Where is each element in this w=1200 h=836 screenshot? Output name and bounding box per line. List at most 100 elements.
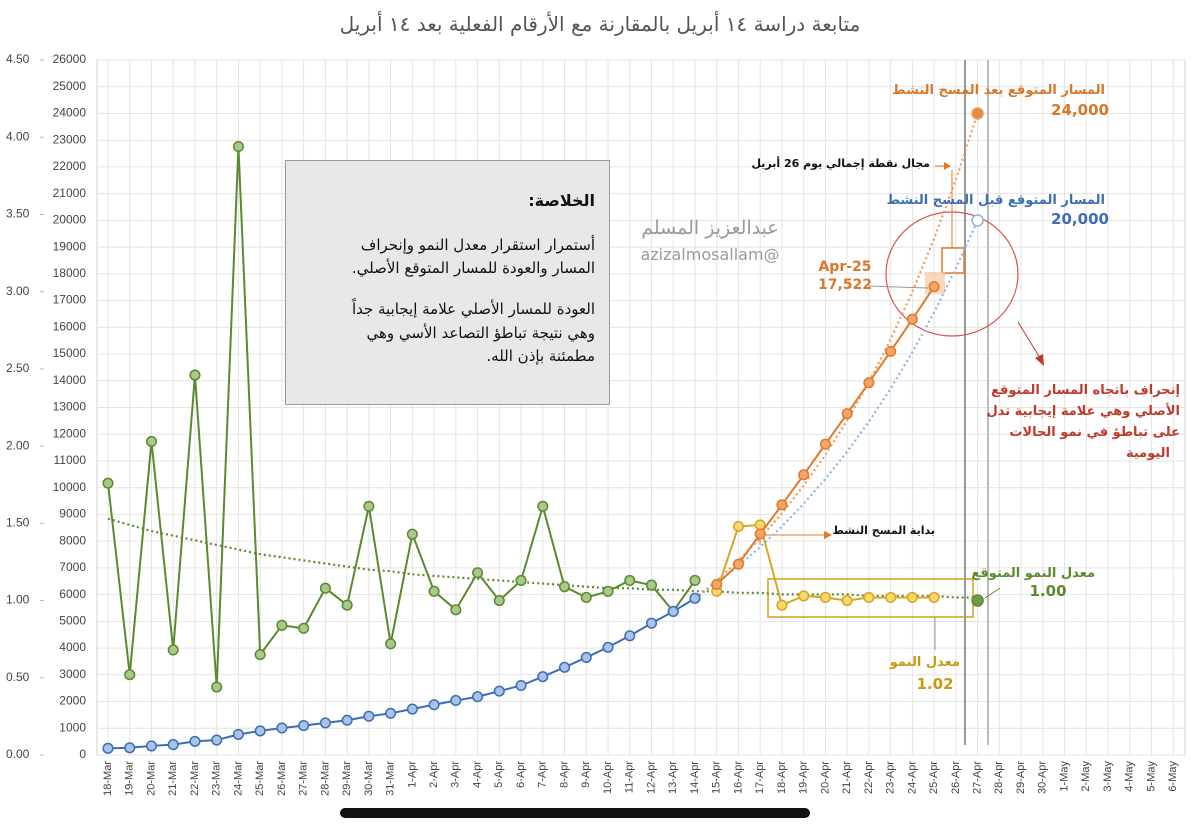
point [819,438,831,450]
annotation: المسار المتوقع قبل المسح النشط [886,192,1105,208]
point [211,681,223,693]
y-tick-label: 12000 [53,426,87,440]
series-line [107,597,696,750]
point [798,590,810,602]
point [971,107,984,120]
point [472,567,484,579]
annotation: اليومية [1125,445,1170,461]
y-tick-label: 25000 [53,79,87,93]
y2-tick-label: 4.00 [6,129,30,143]
y-tick-label: 14000 [53,373,87,387]
summary-box: الخلاصة: أستمرار استقرار معدل النمو وإنح… [285,160,610,405]
annotation: 24,000 [1051,100,1109,119]
x-tick-label: 4-May [1124,761,1136,792]
point [624,574,636,587]
y-tick-label: 13000 [53,400,87,414]
y-tick-label: 17000 [53,293,87,307]
annotation: المسار المتوقع بعد المسح النشط [892,82,1105,98]
point [145,740,158,752]
point [232,728,244,740]
annotation: 20,000 [1051,209,1109,228]
point [254,725,266,737]
chart-title: متابعة دراسة ١٤ أبريل بالمقارنة مع الأرق… [339,12,861,36]
point [841,408,853,420]
point [124,669,136,681]
connector [984,587,1001,599]
annotation: 1.00 [1029,581,1067,600]
x-tick-label: 23-Apr [885,761,897,794]
arrowhead [944,162,951,170]
summary-line: أستمرار استقرار معدل النمو وإنحراف [360,235,595,254]
y-tick-label: 7000 [59,560,86,574]
x-tick-label: 25-Apr [928,761,940,794]
x-tick-label: 27-Mar [298,761,310,796]
y2-tick-label: 2.00 [6,438,30,452]
summary-line: العودة للمسار الأصلي علامة إيجابية جداً [351,300,595,319]
point [906,313,918,325]
point [667,605,679,618]
point [319,582,331,594]
x-tick-label: 29-Mar [341,761,353,796]
y2-tick-label: 3.00 [6,284,30,298]
point [602,641,614,653]
arrowhead [1035,354,1044,366]
y2-tick-label: 1.00 [6,593,30,607]
y-tick-label: 8000 [59,533,86,547]
point [385,707,397,719]
x-tick-label: 23-Mar [211,761,223,796]
y2-tick-label: 4.50 [6,52,30,66]
x-tick-label: 27-Apr [972,761,984,794]
point [928,281,940,293]
point [232,140,244,153]
x-tick-label: 20-Apr [819,761,831,794]
x-tick-label: 18-Apr [776,761,788,794]
point [189,369,201,381]
annotation: 17,522 [817,277,873,293]
y-tick-label: 26000 [53,52,87,66]
point [319,717,331,729]
point [624,630,636,642]
point [124,742,136,754]
y-tick-label: 16000 [53,319,87,333]
point [645,617,658,629]
point [602,585,614,597]
x-tick-label: 4-Apr [471,761,483,788]
y2-tick-label: 2.50 [6,361,30,375]
y-tick-label: 15000 [53,346,87,360]
point [341,599,353,611]
point [515,574,527,587]
plot: 18-Mar 19-Mar 20-Mar 21-Mar 22-Mar 23-Mar 24-M… [6,52,1179,796]
point [537,671,549,683]
point [819,591,831,604]
summary-line: مطمئنة بإذن الله. [486,346,595,365]
y-tick-label: 4000 [59,640,86,654]
y2-tick-label: 1.50 [6,516,30,530]
arrow [1017,321,1041,359]
range-box [941,247,965,274]
y-tick-label: 2000 [59,694,86,708]
x-tick-label: 28-Apr [993,761,1005,794]
x-tick-label: 16-Apr [732,761,744,794]
point [102,742,114,754]
x-tick-label: 26-Apr [950,761,962,794]
x-tick-label: 30-Apr [1037,761,1049,794]
x-tick-label: 21-Mar [167,761,179,796]
x-tick-label: 2-May [1080,761,1092,792]
y-tick-label: 0 [79,747,86,761]
y-tick-label: 19000 [53,239,87,253]
point [645,579,658,591]
x-tick-label: 24-Mar [232,761,244,796]
x-tick-label: 7-Apr [537,761,549,788]
y-tick-label: 6000 [59,587,86,601]
annotation: إنحراف باتجاه المسار المتوقع [990,382,1180,398]
trend-line [107,517,978,599]
point [776,499,788,511]
x-tick-label: 6-Apr [515,761,527,788]
x-tick-label: 21-Apr [841,761,853,794]
point [885,345,897,357]
y-tick-label: 23000 [53,132,87,146]
annotation: @azizalmosallam [640,245,780,264]
point [971,594,984,607]
x-tick-label: 29-Apr [1015,761,1027,794]
x-tick-label: 6-May [1167,761,1179,792]
